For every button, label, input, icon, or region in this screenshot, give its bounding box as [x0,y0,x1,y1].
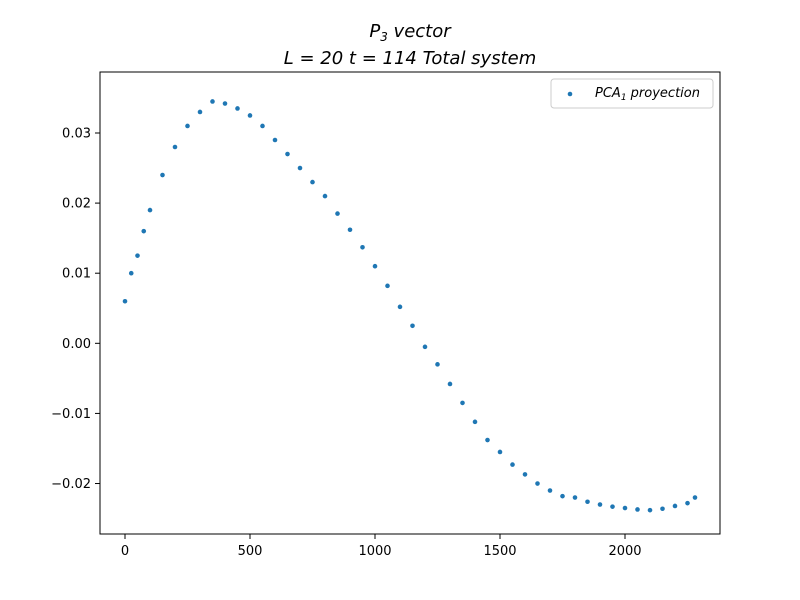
data-point [585,499,590,505]
y-tick-label: 0.01 [62,267,91,282]
title-subscript: 3 [380,30,388,44]
data-point [310,179,315,185]
data-point [141,228,147,234]
y-tick-label: −0.01 [51,407,91,422]
data-point [597,502,603,507]
data-point [122,298,128,304]
data-point [128,270,134,276]
data-point [335,211,340,216]
data-point [497,449,503,455]
x-tick-label: 2000 [608,544,641,559]
chart-title-line1: P3 vector [369,21,452,44]
data-point [210,99,215,104]
data-point [685,500,690,506]
data-point [647,507,653,513]
legend-label-subscript: 1 [621,93,627,103]
data-point [322,193,328,199]
y-tick-label: 0.02 [62,197,91,212]
data-point [610,504,615,509]
data-point [535,481,540,486]
data-point [285,151,290,157]
data-point [547,488,553,493]
data-point [435,362,440,367]
chart-title: P3 vector L = 20 t = 114 Total system [284,21,537,69]
x-tick-label: 1500 [483,544,516,559]
x-tick-label: 1000 [358,544,391,559]
data-point [485,437,490,443]
data-point [172,144,178,150]
data-point [522,472,528,477]
legend-label-main: PCA [595,86,621,101]
x-tick-label: 0 [121,544,129,559]
data-point [222,101,228,106]
data-point [160,172,165,178]
data-point [247,113,253,118]
data-point [560,493,565,499]
legend-marker [567,91,573,97]
data-point [660,506,665,512]
data-point [692,495,698,500]
chart-title-line2: L = 20 t = 114 Total system [284,48,537,69]
data-point [197,109,203,115]
legend: PCA1 proyection [550,78,714,109]
data-point [447,381,453,387]
title-rest: vector [388,21,452,42]
data-point [185,123,190,129]
y-tick-label: 0.00 [62,337,91,352]
data-point [272,137,278,143]
legend-box [550,78,714,109]
y-tick-label: 0.03 [62,126,91,141]
data-point [397,304,403,310]
data-point [297,165,303,171]
data-point [235,106,240,111]
x-tick-label: 500 [238,544,263,559]
title-main: P [369,21,380,42]
data-point [672,503,678,509]
legend-label-rest: proyection [627,86,700,101]
data-point [572,495,578,500]
data-point [635,507,640,512]
plot-frame [99,71,721,535]
data-point [472,419,478,425]
data-point [622,505,628,511]
data-points [122,99,698,513]
data-point [360,244,365,250]
data-point [422,344,428,350]
data-point [347,227,353,233]
y-axis-ticks: −0.02 −0.01 0.00 0.01 0.02 0.03 [51,126,100,492]
data-point [385,283,390,289]
y-tick-label: −0.02 [51,477,91,492]
data-point [147,207,153,213]
data-point [410,323,415,329]
legend-label: PCA1 proyection [595,86,700,103]
data-point [510,462,515,467]
data-point [135,253,140,258]
x-axis-ticks: 0 500 1000 1500 2000 [121,534,642,559]
data-point [372,263,378,269]
data-point [260,123,265,129]
data-point [460,400,465,406]
